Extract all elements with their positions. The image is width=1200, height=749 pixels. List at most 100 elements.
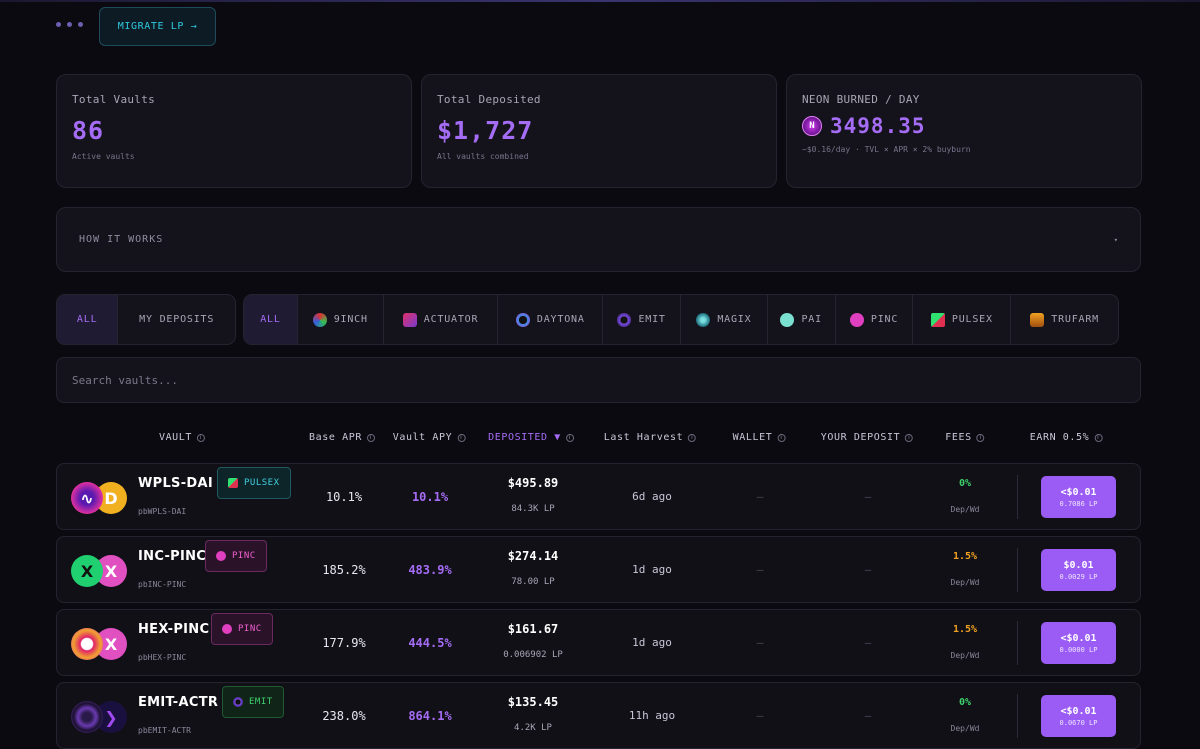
dex-tab-all[interactable]: ALL xyxy=(244,295,298,344)
table-row[interactable]: ∿ D WPLS-DAI pbWPLS-DAI PULSEX 10.1% 10.… xyxy=(56,463,1141,530)
base-apr: 10.1% xyxy=(325,490,363,504)
pair-name: INC-PINC xyxy=(138,549,207,564)
dex-badge-label: PULSEX xyxy=(244,478,280,488)
how-it-works-toggle[interactable]: HOW IT WORKS ▾ xyxy=(56,207,1141,272)
emit-icon xyxy=(233,697,243,707)
dex-tab-label: PINC xyxy=(870,314,899,325)
header-base-apr[interactable]: Base APR i xyxy=(309,432,375,443)
info-icon[interactable]: i xyxy=(976,433,985,442)
stat-value: $1,727 xyxy=(437,116,534,145)
table-row[interactable]: X X INC-PINC pbINC-PINC PINC 185.2% 483.… xyxy=(56,536,1141,603)
stat-card-total-vaults: Total Vaults 86 Active vaults xyxy=(56,74,412,188)
your-deposit-value: — xyxy=(864,636,872,649)
fee-value: 0% xyxy=(958,697,972,708)
earn-lp: 0.0000 LP xyxy=(1059,645,1098,654)
trufarm-icon xyxy=(1030,312,1045,327)
fee-sub: Dep/Wd xyxy=(950,651,980,660)
info-icon[interactable]: i xyxy=(457,433,466,442)
pair-sub: pbEMIT-ACTR xyxy=(138,726,191,735)
dex-tab-magix[interactable]: MAGIX xyxy=(681,295,768,344)
info-icon[interactable]: i xyxy=(905,433,914,442)
last-harvest: 6d ago xyxy=(632,490,672,503)
info-icon[interactable]: i xyxy=(197,433,206,442)
wallet-value: — xyxy=(756,709,764,722)
pulsex-icon xyxy=(228,478,238,488)
deposited-usd: $495.89 xyxy=(507,476,559,490)
info-icon[interactable]: i xyxy=(688,433,697,442)
fee-value: 1.5% xyxy=(952,551,978,562)
9inch-icon xyxy=(312,312,327,327)
emit-token-icon xyxy=(71,701,103,733)
dex-tab-label: MAGIX xyxy=(717,314,752,325)
vault-apy: 10.1% xyxy=(411,490,449,504)
header-fees[interactable]: FEES i xyxy=(945,432,985,443)
stat-label: Total Vaults xyxy=(72,93,156,106)
vault-apy: 483.9% xyxy=(408,563,452,577)
pinc-icon xyxy=(222,624,232,634)
dex-badge-label: EMIT xyxy=(249,697,273,707)
earn-lp: 0.7086 LP xyxy=(1059,499,1098,508)
earn-value: <$0.01 xyxy=(1060,632,1097,644)
earn-lp: 0.0029 LP xyxy=(1059,572,1098,581)
dex-tab-emit[interactable]: EMIT xyxy=(603,295,681,344)
dex-tab-pai[interactable]: PAI xyxy=(768,295,836,344)
header-label: WALLET xyxy=(732,432,773,443)
header-deposited[interactable]: DEPOSITED ▼ i xyxy=(488,432,574,443)
deposited-usd: $274.14 xyxy=(507,549,559,563)
dex-tab-label: TRUFARM xyxy=(1051,314,1099,325)
pair-name: EMIT-ACTR xyxy=(138,695,219,710)
dex-tab-daytona[interactable]: DAYTONA xyxy=(498,295,604,344)
header-label: VAULT xyxy=(158,432,193,443)
earn-value: <$0.01 xyxy=(1060,705,1097,717)
earn-button[interactable]: <$0.01 0.7086 LP xyxy=(1041,476,1116,518)
earn-button[interactable]: <$0.01 0.0670 LP xyxy=(1041,695,1116,737)
table-row[interactable]: X HEX-PINC pbHEX-PINC PINC 177.9% 444.5%… xyxy=(56,609,1141,676)
deposited-usd: $135.45 xyxy=(507,695,559,709)
info-icon[interactable]: i xyxy=(366,433,375,442)
scope-tab-all[interactable]: ALL xyxy=(57,295,119,344)
header-label: EARN 0.5% xyxy=(1029,432,1090,443)
earn-value: $0.01 xyxy=(1063,559,1094,571)
dex-tab-pinc[interactable]: PINC xyxy=(836,295,914,344)
header-wallet[interactable]: WALLET i xyxy=(733,432,786,443)
dex-tab-pulsex[interactable]: PULSEX xyxy=(913,295,1012,344)
info-icon[interactable]: i xyxy=(777,433,786,442)
header-your-deposit[interactable]: YOUR DEPOSIT i xyxy=(820,432,914,443)
header-label: FEES xyxy=(945,432,972,443)
menu-dots-icon[interactable] xyxy=(56,22,83,27)
dex-badge: PINC xyxy=(205,540,267,572)
header-label: Last Harvest xyxy=(603,432,684,443)
header-earn[interactable]: EARN 0.5% i xyxy=(1030,432,1103,443)
scope-tab-my-deposits[interactable]: MY DEPOSITS xyxy=(139,314,215,325)
earn-button[interactable]: <$0.01 0.0000 LP xyxy=(1041,622,1116,664)
header-last-harvest[interactable]: Last Harvest i xyxy=(603,432,697,443)
dex-tab-trufarm[interactable]: TRUFARM xyxy=(1011,295,1118,344)
header-vault-apy[interactable]: Vault APY i xyxy=(393,432,466,443)
pair-sub: pbHEX-PINC xyxy=(138,653,187,662)
header-label: Base APR xyxy=(309,432,362,443)
earn-button[interactable]: $0.01 0.0029 LP xyxy=(1041,549,1116,591)
pair-sub: pbWPLS-DAI xyxy=(138,507,187,516)
search-input[interactable] xyxy=(56,357,1141,403)
stat-card-total-deposited: Total Deposited $1,727 All vaults combin… xyxy=(421,74,777,188)
dex-tab-9inch[interactable]: 9INCH xyxy=(298,295,384,344)
migrate-lp-button[interactable]: MIGRATE LP → xyxy=(99,7,216,46)
pulsex-icon xyxy=(930,312,945,327)
emit-icon xyxy=(617,312,632,327)
info-icon[interactable]: i xyxy=(565,433,574,442)
pair-icons: X X xyxy=(71,553,131,589)
header-vault[interactable]: VAULT i xyxy=(158,432,206,443)
fee-value: 1.5% xyxy=(952,624,978,635)
last-harvest: 1d ago xyxy=(632,563,672,576)
dex-tab-label: PAI xyxy=(801,314,822,325)
earn-lp: 0.0670 LP xyxy=(1059,718,1098,727)
inc-token-icon: X xyxy=(71,555,103,587)
table-row[interactable]: ❯ EMIT-ACTR pbEMIT-ACTR EMIT 238.0% 864.… xyxy=(56,682,1141,749)
fee-value: 0% xyxy=(958,478,972,489)
pair-icons: X xyxy=(71,626,131,662)
header-label: YOUR DEPOSIT xyxy=(820,432,901,443)
dex-tab-actuator[interactable]: ACTUATOR xyxy=(384,295,499,344)
dex-tab-label: DAYTONA xyxy=(536,314,585,325)
divider xyxy=(1017,475,1018,519)
info-icon[interactable]: i xyxy=(1094,433,1103,442)
